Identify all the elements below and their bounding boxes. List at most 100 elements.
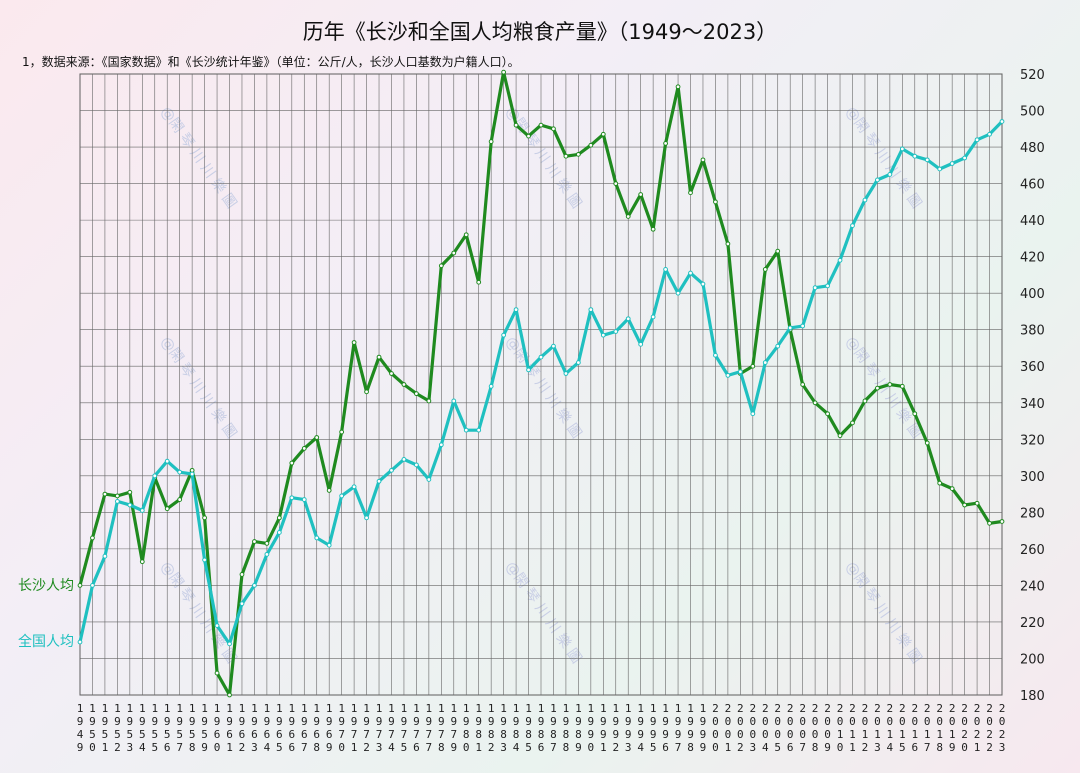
data-point-national xyxy=(102,553,108,559)
data-point-national xyxy=(276,530,282,535)
data-point-national xyxy=(750,411,756,417)
data-point-changsha xyxy=(987,520,992,526)
data-point-national xyxy=(762,360,768,365)
data-point-national xyxy=(862,197,868,203)
data-point-changsha xyxy=(264,541,270,546)
data-point-changsha xyxy=(887,382,893,387)
data-point-changsha xyxy=(301,446,307,451)
data-point-national xyxy=(588,307,594,313)
data-point-changsha xyxy=(127,489,133,495)
chart-subtitle: 1，数据来源：《国家数据》和《长沙统计年鉴》（单位：公斤/人，长沙人口基数为户籍… xyxy=(22,54,520,69)
data-point-changsha xyxy=(551,126,556,132)
data-point-changsha xyxy=(139,559,145,565)
data-point-changsha xyxy=(613,181,619,186)
y-tick-label: 360 xyxy=(1020,360,1045,375)
data-point-changsha xyxy=(227,692,232,698)
data-point-changsha xyxy=(102,491,108,497)
data-point-changsha xyxy=(875,385,880,391)
data-point-changsha xyxy=(476,279,482,285)
data-point-changsha xyxy=(389,371,394,376)
data-point-changsha xyxy=(912,411,918,417)
data-point-national xyxy=(887,172,893,177)
data-point-changsha xyxy=(650,226,656,232)
data-point-changsha xyxy=(488,139,494,144)
watermark-text: @閑 琴 川 川 樂 圖 xyxy=(157,333,240,441)
data-point-changsha xyxy=(924,440,930,446)
data-point-changsha xyxy=(414,391,419,397)
data-point-national xyxy=(90,583,95,588)
chart-title: 历年《长沙和全国人均粮食产量》（1949～2023） xyxy=(303,20,777,44)
watermark-text: @閑 琴 川 川 樂 圖 xyxy=(842,558,925,666)
data-point-changsha xyxy=(974,500,980,506)
data-point-national xyxy=(937,166,943,172)
data-point-national xyxy=(426,477,432,482)
y-tick-label: 220 xyxy=(1020,616,1045,631)
data-point-national xyxy=(825,283,830,289)
data-point-changsha xyxy=(239,572,245,577)
data-point-changsha xyxy=(962,502,968,508)
data-point-changsha xyxy=(364,389,369,395)
y-tick-label: 460 xyxy=(1020,178,1045,193)
data-point-national xyxy=(239,601,245,607)
data-point-changsha xyxy=(513,122,519,128)
data-point-changsha xyxy=(314,435,320,440)
data-point-changsha xyxy=(575,151,581,157)
data-point-national xyxy=(376,478,382,484)
data-point-changsha xyxy=(177,497,183,502)
data-point-national xyxy=(962,155,968,161)
y-tick-label: 520 xyxy=(1020,68,1045,83)
data-point-national xyxy=(214,623,220,628)
data-point-changsha xyxy=(750,363,756,369)
data-point-changsha xyxy=(862,398,868,404)
data-point-national xyxy=(314,535,320,541)
y-tick-label: 500 xyxy=(1020,105,1045,120)
data-point-national xyxy=(600,332,606,338)
data-point-national xyxy=(451,398,457,404)
data-point-changsha xyxy=(775,248,781,254)
data-point-national xyxy=(875,177,880,183)
data-point-national xyxy=(551,343,556,349)
data-point-national xyxy=(837,257,843,263)
data-point-national xyxy=(737,369,743,375)
y-tick-label: 240 xyxy=(1020,579,1045,594)
data-point-national xyxy=(127,502,133,508)
legend-label-national: 全国人均 xyxy=(18,633,74,650)
data-point-changsha xyxy=(713,199,718,205)
data-point-national xyxy=(227,641,232,647)
data-point-national xyxy=(650,314,656,320)
data-point-national xyxy=(114,498,120,504)
data-point-changsha xyxy=(850,420,855,426)
data-point-national xyxy=(364,515,369,521)
data-point-changsha xyxy=(214,670,220,676)
data-point-changsha xyxy=(202,515,207,521)
data-point-national xyxy=(389,467,394,473)
